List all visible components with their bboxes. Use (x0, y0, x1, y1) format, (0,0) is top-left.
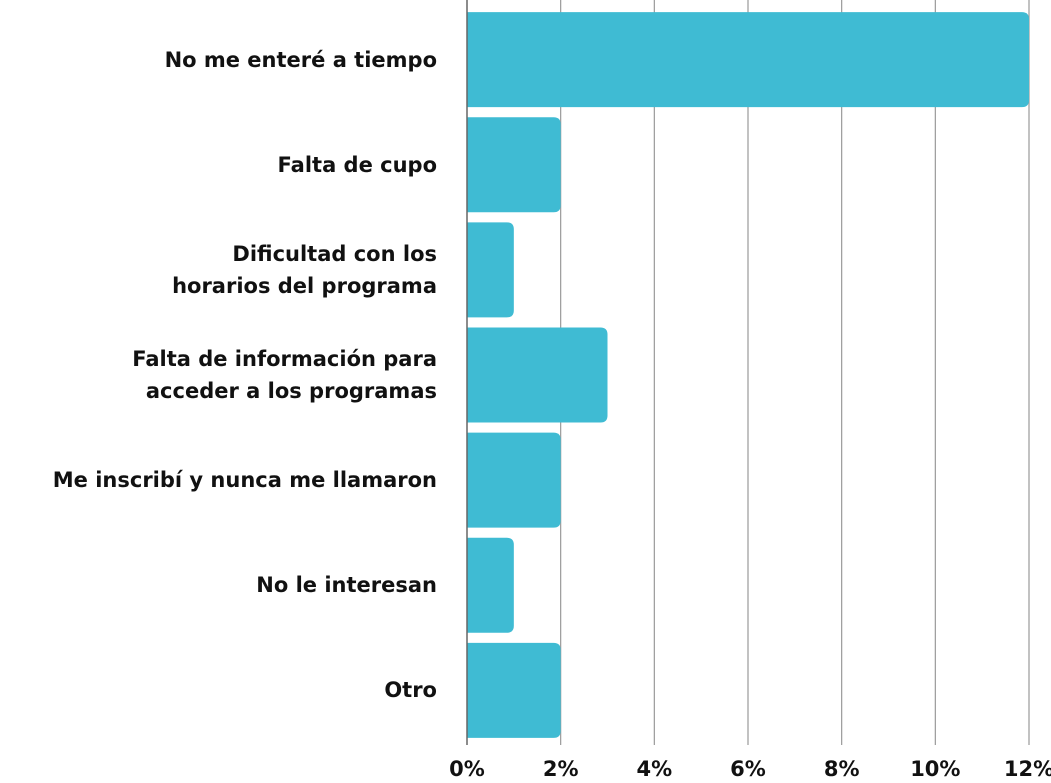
bar (467, 12, 1029, 108)
bar (467, 432, 561, 528)
x-tick-label: 8% (824, 757, 860, 781)
x-tick-label: 6% (730, 757, 766, 781)
x-tick-label: 4% (637, 757, 673, 781)
bar (467, 642, 561, 738)
y-tick-label: Falta de información para acceder a los … (132, 347, 437, 403)
y-tick-label: Me inscribí y nunca me llamaron (52, 468, 437, 493)
y-tick-label: Otro (384, 678, 437, 703)
bar (467, 222, 514, 318)
y-tick-label: Dificultad con los horarios del programa (172, 241, 437, 298)
bar (467, 537, 514, 633)
y-tick-label: No le interesan (256, 573, 437, 598)
y-tick-label: No me enteré a tiempo (164, 47, 437, 72)
y-tick-label: Falta de cupo (277, 152, 437, 177)
x-tick-label: 0% (449, 757, 485, 781)
x-tick-label: 12% (1004, 757, 1051, 781)
bar (467, 327, 608, 423)
x-tick-label: 10% (910, 757, 960, 781)
x-tick-label: 2% (543, 757, 579, 781)
bar (467, 117, 561, 213)
